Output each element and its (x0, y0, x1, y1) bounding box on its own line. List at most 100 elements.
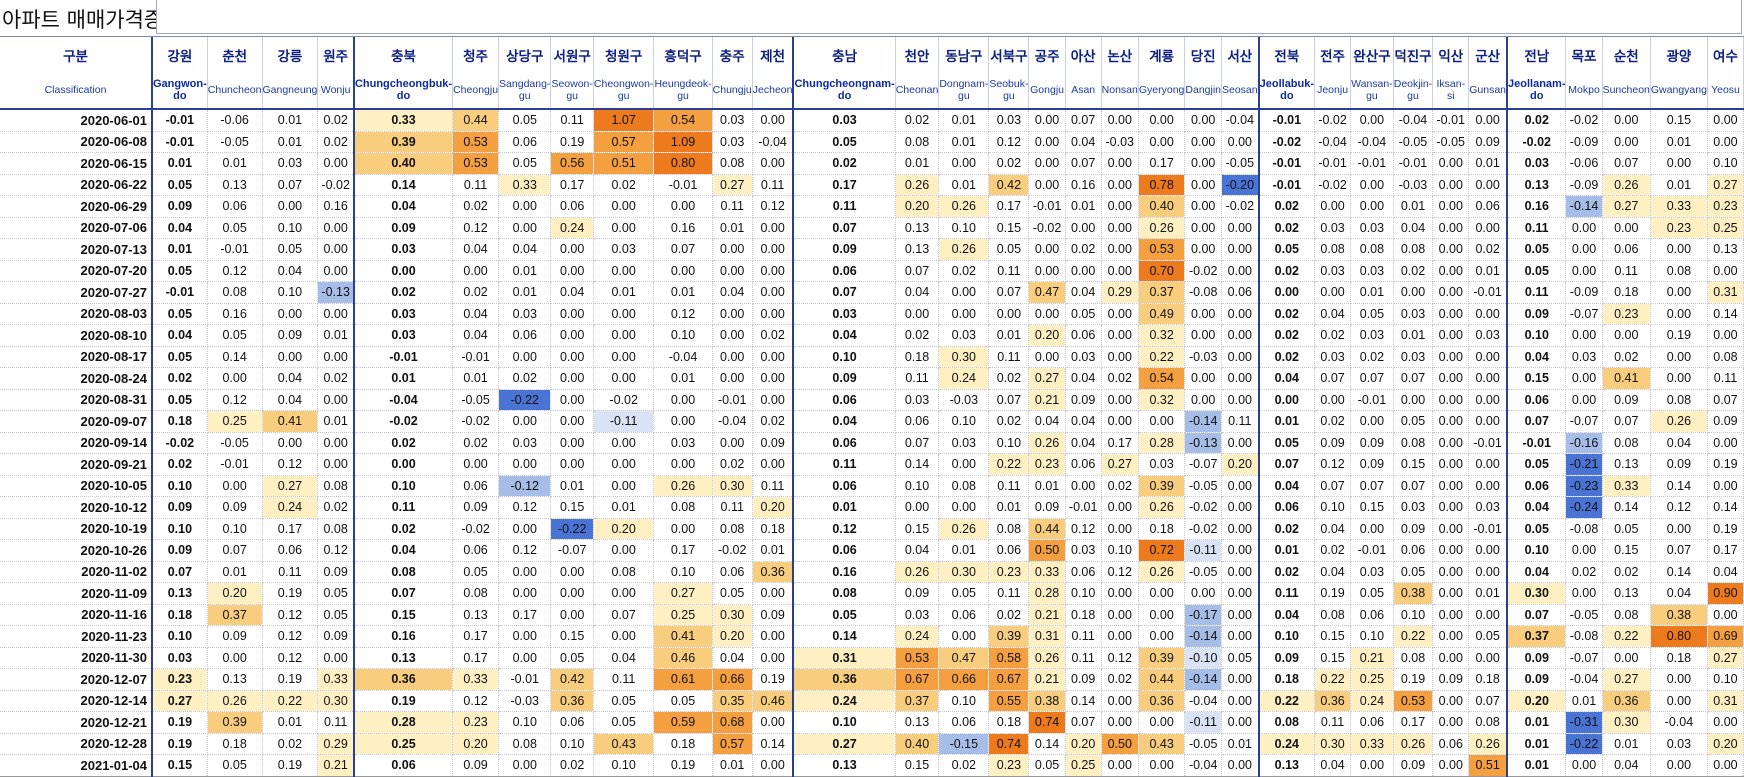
value-cell[interactable]: 0.00 (1028, 174, 1066, 196)
row-date-cell[interactable]: 2020-08-17 (0, 346, 153, 368)
value-cell[interactable]: -0.09 (1565, 174, 1603, 196)
value-cell[interactable]: 0.01 (1506, 733, 1567, 755)
value-cell[interactable]: -0.02 (1184, 260, 1222, 282)
value-cell[interactable]: 0.00 (1101, 303, 1139, 325)
value-cell[interactable]: 0.00 (593, 346, 655, 368)
value-cell[interactable]: 0.23 (988, 561, 1030, 583)
value-cell[interactable]: 0.15 (1393, 453, 1434, 476)
value-cell[interactable]: 0.05 (988, 238, 1030, 261)
value-cell[interactable]: 0.19 (352, 690, 454, 712)
value-cell[interactable]: 0.00 (938, 303, 990, 325)
value-cell[interactable]: 0.02 (317, 109, 355, 132)
value-cell[interactable]: 0.04 (1257, 604, 1316, 626)
row-date-cell[interactable]: 2020-11-16 (0, 604, 153, 626)
value-cell[interactable]: 0.05 (150, 346, 208, 368)
value-cell[interactable]: 0.01 (452, 367, 500, 390)
value-cell[interactable]: 0.12 (1101, 647, 1139, 669)
value-cell[interactable]: 1.07 (593, 109, 655, 132)
value-cell[interactable]: 0.07 (593, 604, 655, 626)
value-cell[interactable]: 0.18 (752, 518, 794, 540)
value-cell[interactable]: 0.00 (1101, 625, 1139, 648)
value-cell[interactable]: 0.00 (752, 152, 794, 175)
row-date-cell[interactable]: 2020-08-10 (0, 324, 153, 347)
value-cell[interactable]: 0.00 (1221, 518, 1260, 540)
value-cell[interactable]: 0.08 (1650, 389, 1708, 411)
value-cell[interactable]: 0.18 (1602, 281, 1651, 304)
value-cell[interactable]: 0.07 (1350, 367, 1394, 390)
value-cell[interactable]: -0.14 (1184, 625, 1222, 648)
value-cell[interactable]: 0.00 (1101, 410, 1139, 433)
value-cell[interactable]: -0.04 (352, 389, 454, 411)
value-cell[interactable]: 0.01 (317, 324, 355, 347)
value-cell[interactable]: 0.09 (1065, 668, 1102, 691)
value-cell[interactable]: 0.36 (1602, 690, 1651, 712)
value-cell[interactable]: -0.07 (1565, 303, 1603, 325)
value-cell[interactable]: 0.00 (207, 367, 263, 390)
value-cell[interactable]: 0.08 (352, 561, 454, 583)
value-cell[interactable]: 0.00 (1650, 367, 1708, 390)
value-cell[interactable]: 0.09 (262, 324, 319, 347)
value-cell[interactable]: -0.07 (1565, 410, 1603, 433)
column-header-ko[interactable]: 서북구 (988, 37, 1030, 72)
value-cell[interactable]: 0.05 (1221, 647, 1260, 669)
value-cell[interactable]: 0.00 (1565, 389, 1603, 411)
value-cell[interactable]: 0.10 (1065, 582, 1102, 605)
value-cell[interactable]: 0.03 (352, 303, 454, 325)
value-cell[interactable]: 0.12 (1101, 561, 1139, 583)
value-cell[interactable]: 0.01 (1350, 281, 1394, 304)
value-cell[interactable]: 0.00 (1221, 217, 1260, 239)
value-cell[interactable]: 0.08 (1393, 647, 1434, 669)
value-cell[interactable]: 0.26 (938, 238, 990, 261)
value-cell[interactable]: 0.08 (712, 152, 753, 175)
value-cell[interactable]: 0.17 (452, 625, 500, 648)
value-cell[interactable]: 0.22 (1138, 346, 1186, 368)
column-header-en[interactable]: Gongju (1028, 72, 1066, 110)
row-date-cell[interactable]: 2020-10-26 (0, 539, 153, 562)
value-cell[interactable]: 0.02 (712, 453, 753, 476)
value-cell[interactable]: 0.24 (938, 367, 990, 390)
value-cell[interactable]: 0.08 (1650, 260, 1708, 282)
value-cell[interactable]: 0.00 (1221, 303, 1260, 325)
value-cell[interactable]: 0.12 (498, 496, 552, 519)
value-cell[interactable]: 0.11 (1065, 625, 1102, 648)
value-cell[interactable]: 0.72 (1138, 539, 1186, 562)
value-cell[interactable]: 0.19 (262, 668, 319, 691)
value-cell[interactable]: 0.05 (1350, 303, 1394, 325)
value-cell[interactable]: 0.00 (1028, 238, 1066, 261)
value-cell[interactable]: 0.17 (452, 647, 500, 669)
value-cell[interactable]: 0.06 (1468, 195, 1508, 218)
value-cell[interactable]: 0.00 (1650, 238, 1708, 261)
value-cell[interactable]: 0.00 (1565, 217, 1603, 239)
value-cell[interactable]: 0.00 (1101, 754, 1139, 777)
value-cell[interactable]: 0.19 (262, 754, 319, 777)
value-cell[interactable]: 0.32 (1138, 389, 1186, 411)
value-cell[interactable]: 0.00 (1468, 475, 1508, 497)
row-date-cell[interactable]: 2020-09-07 (0, 410, 153, 433)
value-cell[interactable]: 0.33 (1350, 733, 1394, 755)
value-cell[interactable]: 0.01 (1393, 324, 1434, 347)
value-cell[interactable]: 0.00 (895, 496, 940, 519)
value-cell[interactable]: 0.20 (1221, 453, 1260, 476)
value-cell[interactable]: 0.04 (150, 217, 208, 239)
value-cell[interactable]: 0.05 (1602, 518, 1651, 540)
value-cell[interactable]: 0.10 (653, 561, 713, 583)
column-header-en[interactable]: Gunsan (1468, 72, 1508, 110)
value-cell[interactable]: 0.01 (352, 367, 454, 390)
value-cell[interactable]: 0.11 (792, 453, 896, 476)
column-header-en[interactable]: Jecheon (752, 72, 794, 110)
value-cell[interactable]: 0.06 (1257, 496, 1316, 519)
value-cell[interactable]: 0.14 (792, 625, 896, 648)
column-header-ko[interactable]: 광양 (1650, 37, 1708, 72)
value-cell[interactable]: 0.02 (1257, 303, 1316, 325)
value-cell[interactable]: 0.04 (452, 324, 500, 347)
column-header-en[interactable]: Seosan (1221, 72, 1260, 110)
column-header-ko[interactable]: 충남 (792, 37, 896, 72)
value-cell[interactable]: 0.26 (1028, 432, 1066, 454)
value-cell[interactable]: 0.03 (1314, 260, 1352, 282)
value-cell[interactable]: 0.00 (452, 260, 500, 282)
value-cell[interactable]: -0.23 (1565, 475, 1603, 497)
value-cell[interactable]: -0.01 (150, 131, 208, 153)
column-header-en[interactable]: Wonju (317, 72, 355, 110)
value-cell[interactable]: 0.30 (317, 690, 355, 712)
value-cell[interactable]: 0.11 (752, 475, 794, 497)
